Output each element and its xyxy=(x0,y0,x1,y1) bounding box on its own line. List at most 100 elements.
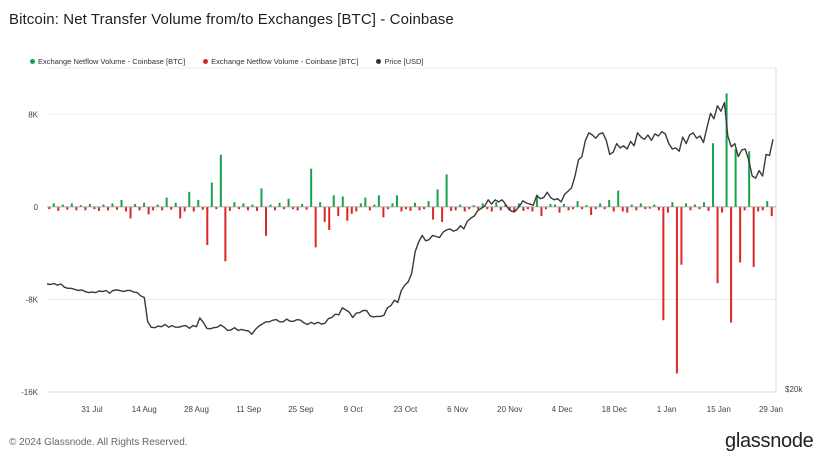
netflow-bar-positive xyxy=(585,205,588,207)
netflow-bar-positive xyxy=(156,204,159,207)
netflow-bar-positive xyxy=(630,204,633,207)
netflow-bar-positive xyxy=(70,203,73,207)
netflow-bar-negative xyxy=(770,206,773,217)
legend-marker-red-dot-icon xyxy=(203,59,209,64)
netflow-bar-negative xyxy=(314,206,317,248)
netflow-bar-positive xyxy=(341,196,344,207)
netflow-bar-negative xyxy=(292,206,295,210)
netflow-bar-positive xyxy=(79,205,82,207)
netflow-bar-negative xyxy=(274,206,277,211)
legend-marker-green-dot-icon xyxy=(30,59,35,64)
legend-item-netflow-positive[interactable]: Exchange Netflow Volume - Coinbase [BTC] xyxy=(30,57,185,66)
netflow-bar-negative xyxy=(544,206,547,210)
y-tick-label: -8K xyxy=(26,295,39,304)
netflow-bar-positive xyxy=(174,202,177,207)
netflow-bar-positive xyxy=(436,189,439,207)
netflow-bar-negative xyxy=(66,206,69,210)
netflow-bar-negative xyxy=(147,206,150,215)
netflow-bar-positive xyxy=(472,205,475,207)
copyright-text: © 2024 Glassnode. All Rights Reserved. xyxy=(9,437,188,448)
netflow-bar-positive xyxy=(766,201,769,207)
x-tick-label: 28 Aug xyxy=(184,405,209,414)
netflow-bar-negative xyxy=(463,206,466,212)
netflow-bar-negative xyxy=(179,206,182,219)
x-tick-label: 25 Sep xyxy=(288,405,314,414)
netflow-bar-negative xyxy=(106,206,109,211)
netflow-bar-positive xyxy=(269,204,272,207)
netflow-bar-negative xyxy=(644,206,647,210)
netflow-bar-negative xyxy=(228,206,231,211)
legend-label: Price [USD] xyxy=(384,57,424,66)
netflow-bar-negative xyxy=(635,206,638,211)
netflow-bar-negative xyxy=(739,206,742,263)
netflow-bar-negative xyxy=(328,206,331,230)
netflow-bar-negative xyxy=(757,206,760,212)
x-tick-label: 31 Jul xyxy=(81,405,103,414)
x-tick-label: 6 Nov xyxy=(447,405,468,414)
netflow-bar-negative xyxy=(423,206,426,210)
netflow-bar-negative xyxy=(526,206,529,210)
netflow-bar-negative xyxy=(572,206,575,210)
netflow-bar-positive xyxy=(197,199,200,207)
netflow-bar-negative xyxy=(382,206,385,218)
x-tick-label: 11 Sep xyxy=(236,405,261,414)
chart-legend: Exchange Netflow Volume - Coinbase [BTC]… xyxy=(30,57,424,66)
netflow-bar-positive xyxy=(599,203,602,207)
netflow-bar-negative xyxy=(594,206,597,210)
x-tick-label: 23 Oct xyxy=(394,405,418,414)
netflow-bar-negative xyxy=(129,206,132,219)
legend-marker-dark-dot-icon xyxy=(376,59,382,64)
netflow-bar-negative xyxy=(540,206,543,217)
netflow-bar-negative xyxy=(432,206,435,220)
netflow-bar-positive xyxy=(653,204,656,207)
netflow-bar-positive xyxy=(693,204,696,207)
y-tick-label: 8K xyxy=(28,110,38,119)
netflow-bar-negative xyxy=(115,206,118,210)
netflow-bar-negative xyxy=(626,206,629,213)
legend-item-price[interactable]: Price [USD] xyxy=(376,57,424,66)
netflow-bar-positive xyxy=(251,204,254,207)
x-tick-label: 15 Jan xyxy=(707,405,731,414)
netflow-bar-negative xyxy=(698,206,701,210)
legend-item-netflow-negative[interactable]: Exchange Netflow Volume - Coinbase [BTC] xyxy=(203,57,358,66)
netflow-bar-negative xyxy=(283,206,286,210)
netflow-bar-positive xyxy=(395,195,398,207)
netflow-bar-negative xyxy=(75,206,78,211)
netflow-bar-negative xyxy=(237,206,240,210)
netflow-bar-negative xyxy=(296,206,299,211)
netflow-bar-negative xyxy=(350,206,353,214)
netflow-bar-negative xyxy=(84,206,87,211)
netflow-bar-negative xyxy=(368,206,371,211)
netflow-bar-negative xyxy=(93,206,96,210)
netflow-bar-positive xyxy=(373,204,376,207)
netflow-bar-negative xyxy=(513,206,516,213)
netflow-bar-positive xyxy=(481,203,484,207)
netflow-bar-negative xyxy=(680,206,683,265)
netflow-bar-positive xyxy=(102,204,105,207)
netflow-bar-negative xyxy=(522,206,525,211)
netflow-bar-positive xyxy=(712,143,715,207)
netflow-bar-negative xyxy=(161,206,164,211)
x-tick-label: 18 Dec xyxy=(602,405,627,414)
netflow-bar-negative xyxy=(531,206,534,212)
netflow-bar-negative xyxy=(454,206,457,211)
legend-label: Exchange Netflow Volume - Coinbase [BTC] xyxy=(211,57,359,66)
price-line xyxy=(46,101,774,335)
netflow-bar-positive xyxy=(242,203,245,207)
netflow-bar-negative xyxy=(743,206,746,211)
netflow-bar-negative xyxy=(355,206,358,212)
netflow-bar-negative xyxy=(305,206,308,210)
right-axis-label: $20k xyxy=(785,385,803,394)
netflow-bar-negative xyxy=(648,206,651,209)
netflow-bar-positive xyxy=(319,202,322,207)
netflow-bar-positive xyxy=(563,203,566,207)
netflow-bar-negative xyxy=(192,206,195,212)
netflow-bar-negative xyxy=(581,206,584,210)
glassnode-logo: glassnode xyxy=(725,430,814,452)
netflow-bar-negative xyxy=(721,206,724,213)
netflow-bar-positive xyxy=(88,203,91,207)
netflow-bar-negative xyxy=(152,206,155,211)
netflow-bar-negative xyxy=(138,206,141,211)
netflow-bar-positive xyxy=(703,202,706,207)
netflow-bar-positive xyxy=(517,203,520,207)
